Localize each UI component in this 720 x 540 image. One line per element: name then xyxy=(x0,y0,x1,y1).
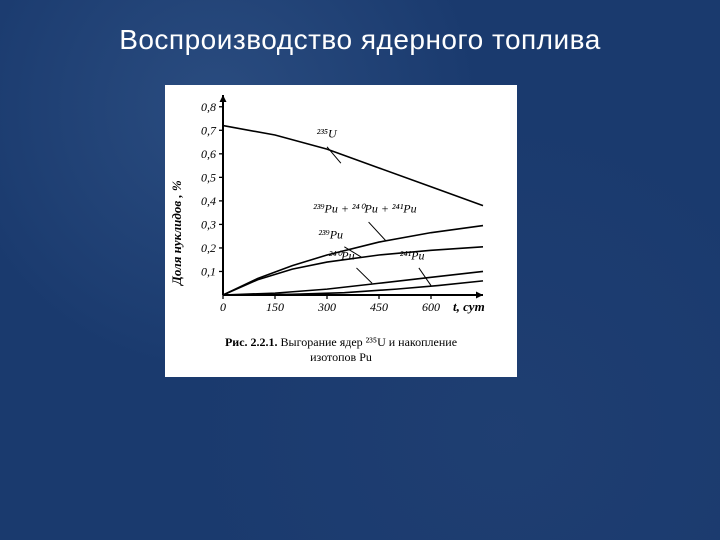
svg-text:0,2: 0,2 xyxy=(201,241,216,255)
series-label-Pu_sum: ²³⁹Pu + ²⁴⁰Pu + ²⁴¹Pu xyxy=(313,202,417,216)
slide-title: Воспроизводство ядерного топлива xyxy=(0,24,720,56)
svg-text:0,6: 0,6 xyxy=(201,147,216,161)
series-U235 xyxy=(223,126,483,206)
slide: Воспроизводство ядерного топлива 0 150 300… xyxy=(0,0,720,540)
svg-text:150: 150 xyxy=(266,300,284,314)
svg-text:0,3: 0,3 xyxy=(201,217,216,231)
svg-text:0,4: 0,4 xyxy=(201,194,216,208)
figure-caption: Рис. 2.2.1. Выгорание ядер ²³⁵U и накопл… xyxy=(165,335,517,365)
svg-text:0,5: 0,5 xyxy=(201,170,216,184)
svg-text:0: 0 xyxy=(220,300,226,314)
svg-text:0,1: 0,1 xyxy=(201,264,216,278)
series-label-U235: ²³⁵U xyxy=(317,126,338,140)
series-label-Pu239: ²³⁹Pu xyxy=(318,228,343,242)
series-label-Pu240: ²⁴⁰Pu xyxy=(329,249,355,263)
series-label-Pu241: ²⁴¹Pu xyxy=(400,249,425,263)
svg-text:0,8: 0,8 xyxy=(201,100,216,114)
svg-text:600: 600 xyxy=(422,300,440,314)
svg-text:300: 300 xyxy=(317,300,336,314)
svg-text:t, сут: t, сут xyxy=(453,299,485,314)
svg-text:0,7: 0,7 xyxy=(201,123,217,137)
figure-panel: 0 150 300 450 600 0,1 0,2 0,3 0,4 0,5 0,6 0,7 0,8 t, … xyxy=(165,85,517,377)
svg-text:450: 450 xyxy=(370,300,388,314)
svg-text:Доля нуклидов , %: Доля нуклидов , % xyxy=(169,180,184,286)
chart-svg: 0 150 300 450 600 0,1 0,2 0,3 0,4 0,5 0,6 0,7 0,8 t, … xyxy=(165,85,517,323)
